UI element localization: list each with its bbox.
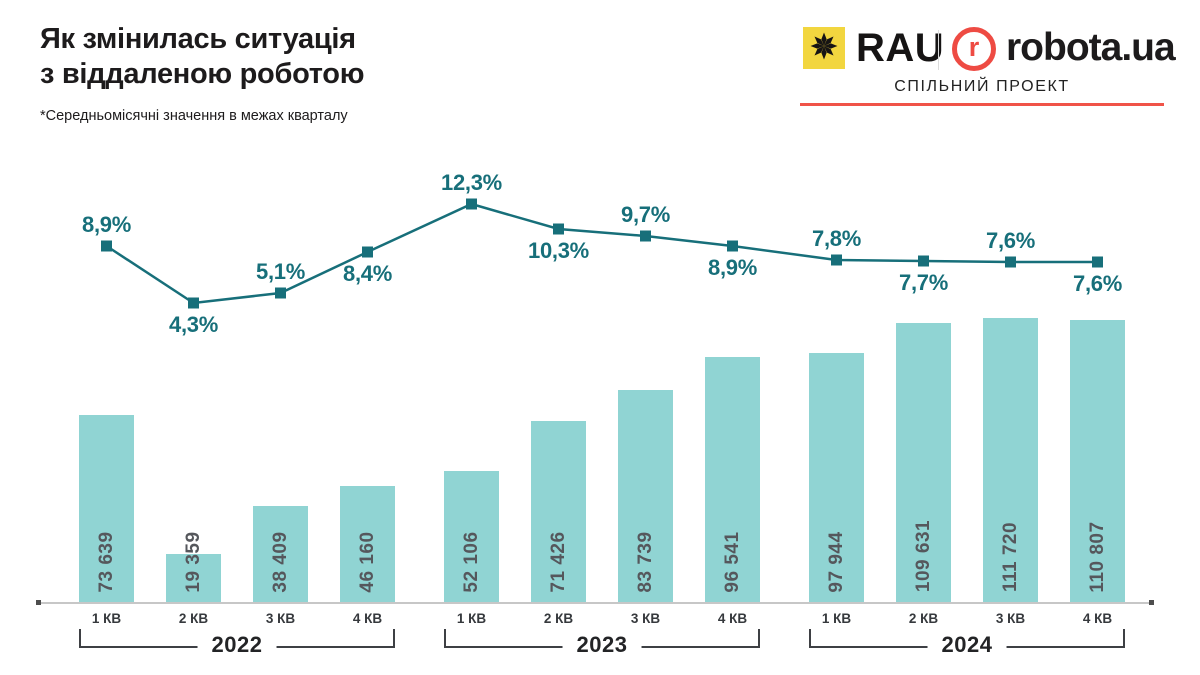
trend-marker [275, 287, 286, 299]
quarter-label: 1 КВ [456, 611, 487, 626]
trend-marker [640, 230, 651, 242]
page-title-line2: з віддаленою роботою [40, 58, 365, 90]
trend-value-label: 12,3% [441, 170, 502, 195]
bar-quarter-6 [531, 421, 586, 604]
trend-marker [918, 255, 929, 267]
quarter-label: 2 КВ [543, 611, 574, 626]
robota-logo-letter: r [968, 32, 980, 62]
rau-logo-text: RAU [856, 26, 945, 70]
trend-marker [1092, 256, 1103, 268]
trend-value-label: 7,7% [899, 270, 948, 295]
bar-quarter-4 [340, 486, 395, 604]
bar-quarter-12 [1070, 320, 1125, 604]
logo-divider [938, 30, 939, 70]
quarter-label: 3 КВ [995, 611, 1026, 626]
joint-project-underline [800, 103, 1164, 106]
year-label: 2022 [197, 632, 277, 658]
trend-value-label: 4,3% [169, 312, 218, 337]
trend-line [105, 202, 1098, 305]
trend-value-label: 9,7% [621, 202, 670, 227]
quarter-label: 4 КВ [352, 611, 383, 626]
rau-logo [803, 27, 845, 69]
quarter-label: 3 КВ [630, 611, 661, 626]
axis-end-marker [36, 600, 41, 605]
bar-quarter-9 [809, 353, 864, 604]
year-label: 2023 [562, 632, 642, 658]
quarter-label: 2 КВ [178, 611, 209, 626]
bar-quarter-8 [705, 357, 760, 604]
page-title-line1: Як змінилась ситуація [40, 23, 356, 55]
year-label: 2024 [927, 632, 1007, 658]
year-bracket-2023: 2023 [444, 629, 760, 658]
trend-marker [831, 254, 842, 266]
quarter-label: 4 КВ [717, 611, 748, 626]
x-axis-line [40, 602, 1150, 604]
trend-value-label: 7,6% [986, 228, 1035, 253]
bar-quarter-10 [896, 323, 951, 604]
robota-logo-text: robota.ua [1006, 26, 1176, 69]
robota-logo-icon: r [952, 27, 996, 71]
trend-marker [188, 297, 199, 309]
footnote: *Середньомісячні значення в межах кварта… [40, 108, 348, 124]
trend-value-label: 5,1% [256, 259, 305, 284]
trend-marker [101, 240, 112, 252]
trend-value-label: 8,9% [82, 212, 131, 237]
quarter-label: 4 КВ [1082, 611, 1113, 626]
year-bracket-2022: 2022 [79, 629, 395, 658]
quarter-label: 1 КВ [91, 611, 122, 626]
quarter-label: 3 КВ [265, 611, 296, 626]
trend-marker [553, 223, 564, 235]
trend-value-label: 7,6% [1073, 271, 1122, 296]
joint-project-label: СПІЛЬНИЙ ПРОЕКТ [894, 78, 1070, 95]
bar-quarter-11 [983, 318, 1038, 604]
trend-marker [362, 246, 373, 258]
bar-quarter-7 [618, 390, 673, 604]
trend-marker [1005, 256, 1016, 268]
trend-value-label: 8,4% [343, 261, 392, 286]
bar-quarter-1 [79, 415, 134, 604]
quarter-label: 2 КВ [908, 611, 939, 626]
page-title: Як змінилась ситуація з віддаленою робот… [40, 22, 364, 92]
eight-petal-star-icon [807, 29, 841, 68]
axis-end-marker [1149, 600, 1154, 605]
bar-quarter-2 [166, 554, 221, 604]
trend-value-label: 7,8% [812, 226, 861, 251]
bar-quarter-3 [253, 506, 308, 604]
year-bracket-2024: 2024 [809, 629, 1125, 658]
bar-quarter-5 [444, 471, 499, 604]
trend-value-label: 8,9% [708, 255, 757, 280]
trend-marker [727, 240, 738, 252]
trend-marker [466, 198, 477, 210]
quarter-label: 1 КВ [821, 611, 852, 626]
trend-value-label: 10,3% [528, 238, 589, 263]
